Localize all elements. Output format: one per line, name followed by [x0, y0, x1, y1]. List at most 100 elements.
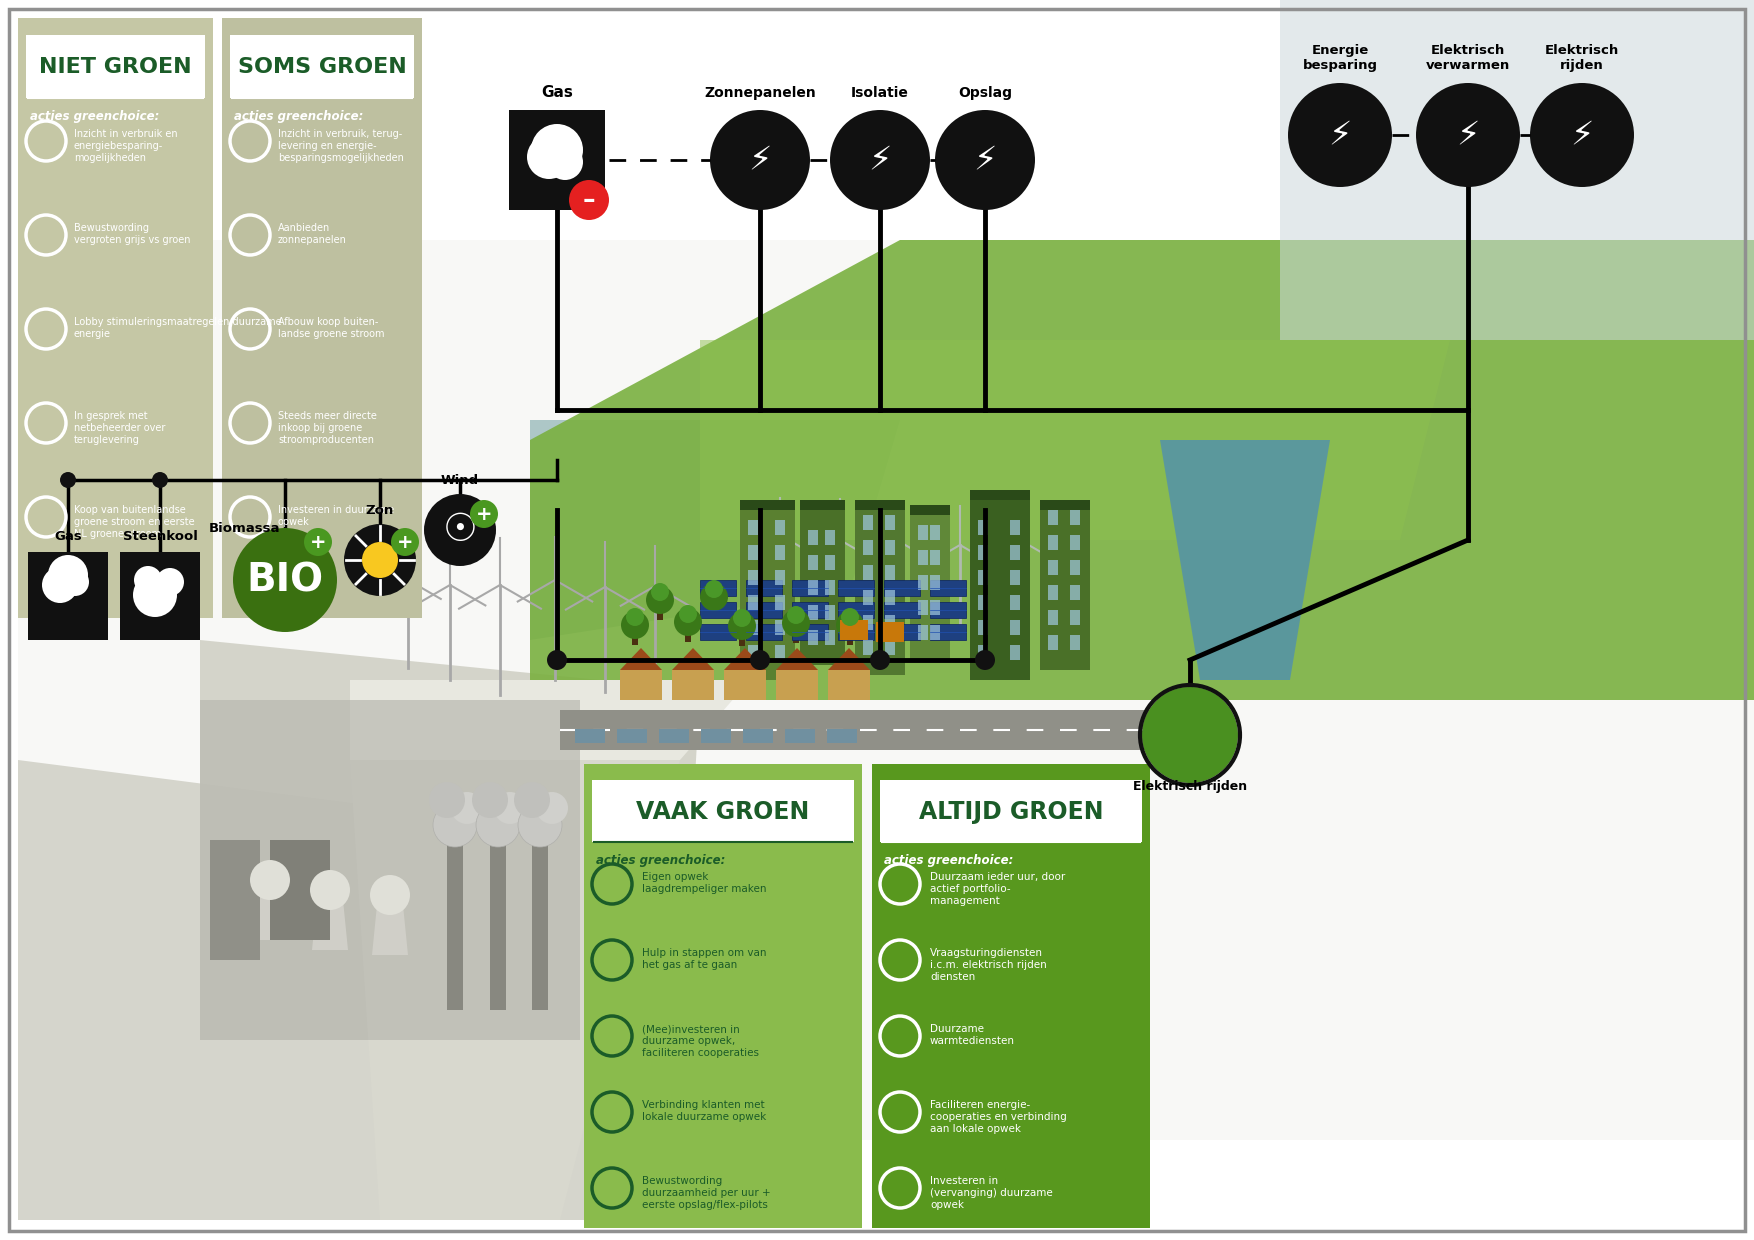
Bar — [979, 620, 988, 635]
Circle shape — [651, 583, 668, 601]
Text: Biomassa: Biomassa — [209, 522, 281, 534]
Bar — [872, 764, 1151, 1228]
Bar — [1010, 595, 1021, 610]
Bar — [1010, 620, 1021, 635]
Bar — [686, 622, 691, 642]
Bar — [724, 670, 766, 701]
Polygon shape — [724, 649, 766, 670]
Circle shape — [935, 110, 1035, 210]
Polygon shape — [372, 895, 409, 955]
Bar — [930, 551, 940, 565]
Text: Duurzame
warmtediensten: Duurzame warmtediensten — [930, 1024, 1016, 1047]
Circle shape — [495, 792, 526, 825]
Bar — [447, 830, 463, 1011]
Bar — [786, 729, 816, 743]
Text: ⚡: ⚡ — [1456, 119, 1480, 151]
Bar — [489, 830, 505, 1011]
Bar — [979, 520, 988, 534]
Circle shape — [621, 611, 649, 639]
Text: Koop van buitenlandse
groene stroom en eerste
NL groene stroom: Koop van buitenlandse groene stroom en e… — [74, 505, 195, 539]
Text: Eigen opwek
laagdrempeliger maken: Eigen opwek laagdrempeliger maken — [642, 872, 766, 894]
Bar — [18, 19, 212, 618]
Text: Aanbieden
zonnepanelen: Aanbieden zonnepanelen — [277, 223, 347, 246]
Bar — [775, 570, 786, 585]
Circle shape — [788, 606, 805, 624]
Text: +: + — [310, 532, 326, 552]
Bar — [775, 595, 786, 610]
Circle shape — [310, 870, 351, 910]
Bar — [28, 552, 109, 640]
Bar — [1010, 570, 1021, 585]
Polygon shape — [530, 420, 900, 640]
Circle shape — [782, 609, 810, 637]
Bar — [575, 729, 605, 743]
Bar — [838, 624, 873, 640]
Bar — [886, 640, 895, 655]
Bar — [930, 580, 966, 596]
Bar — [747, 645, 758, 660]
Text: Bewustwording
vergroten grijs vs groen: Bewustwording vergroten grijs vs groen — [74, 223, 191, 246]
Text: SOMS GROEN: SOMS GROEN — [237, 57, 407, 77]
Bar — [745, 624, 782, 640]
Text: BIO: BIO — [247, 560, 323, 599]
Text: Inzicht in verbruik en
energiebesparing-
mogelijkheden: Inzicht in verbruik en energiebesparing-… — [74, 129, 177, 162]
Polygon shape — [530, 241, 1754, 701]
Bar — [809, 630, 817, 645]
Text: Zon: Zon — [367, 503, 395, 517]
Bar — [930, 624, 966, 640]
Polygon shape — [560, 711, 1200, 750]
Bar — [863, 590, 873, 605]
Circle shape — [233, 528, 337, 632]
Bar — [270, 839, 330, 940]
Bar — [1070, 585, 1080, 600]
Bar — [809, 605, 817, 620]
Bar — [700, 580, 737, 596]
Bar — [775, 620, 786, 635]
Bar — [824, 529, 835, 546]
Bar — [884, 624, 921, 640]
Bar — [509, 110, 605, 210]
Polygon shape — [700, 340, 1451, 539]
Circle shape — [361, 542, 398, 578]
Circle shape — [47, 556, 88, 595]
Bar — [18, 241, 1754, 1140]
Text: Energie
besparing: Energie besparing — [1303, 43, 1377, 72]
Bar — [917, 600, 928, 615]
Bar — [631, 625, 638, 645]
Text: Zonnepanelen: Zonnepanelen — [703, 86, 816, 100]
Text: Bewustwording
duurzaamheid per uur +
eerste opslag/flex-pilots: Bewustwording duurzaamheid per uur + eer… — [642, 1176, 770, 1210]
Polygon shape — [312, 890, 347, 950]
Bar — [930, 600, 940, 615]
Polygon shape — [351, 680, 751, 760]
Bar — [619, 670, 661, 701]
Circle shape — [537, 792, 568, 825]
Bar — [886, 515, 895, 529]
Circle shape — [674, 608, 702, 636]
Bar — [979, 570, 988, 585]
Bar — [200, 701, 581, 1040]
Bar — [970, 500, 1030, 680]
Bar — [828, 670, 870, 701]
Bar — [744, 729, 774, 743]
Bar — [979, 595, 988, 610]
Bar — [230, 35, 414, 98]
Bar — [917, 525, 928, 539]
Text: (Mee)investeren in
duurzame opwek,
faciliteren cooperaties: (Mee)investeren in duurzame opwek, facil… — [642, 1024, 759, 1058]
Bar — [745, 580, 782, 596]
Polygon shape — [351, 760, 681, 1220]
Circle shape — [517, 804, 561, 847]
Circle shape — [700, 583, 728, 611]
Text: ⚡: ⚡ — [1328, 119, 1352, 151]
Circle shape — [153, 472, 168, 489]
Circle shape — [568, 180, 609, 219]
Text: Wind: Wind — [440, 474, 479, 487]
Bar — [930, 525, 940, 539]
Bar — [738, 626, 745, 646]
Circle shape — [156, 568, 184, 596]
Polygon shape — [619, 649, 661, 670]
Bar — [809, 556, 817, 570]
Bar — [917, 625, 928, 640]
Bar — [747, 595, 758, 610]
Bar — [793, 601, 828, 618]
Bar — [1047, 534, 1058, 551]
